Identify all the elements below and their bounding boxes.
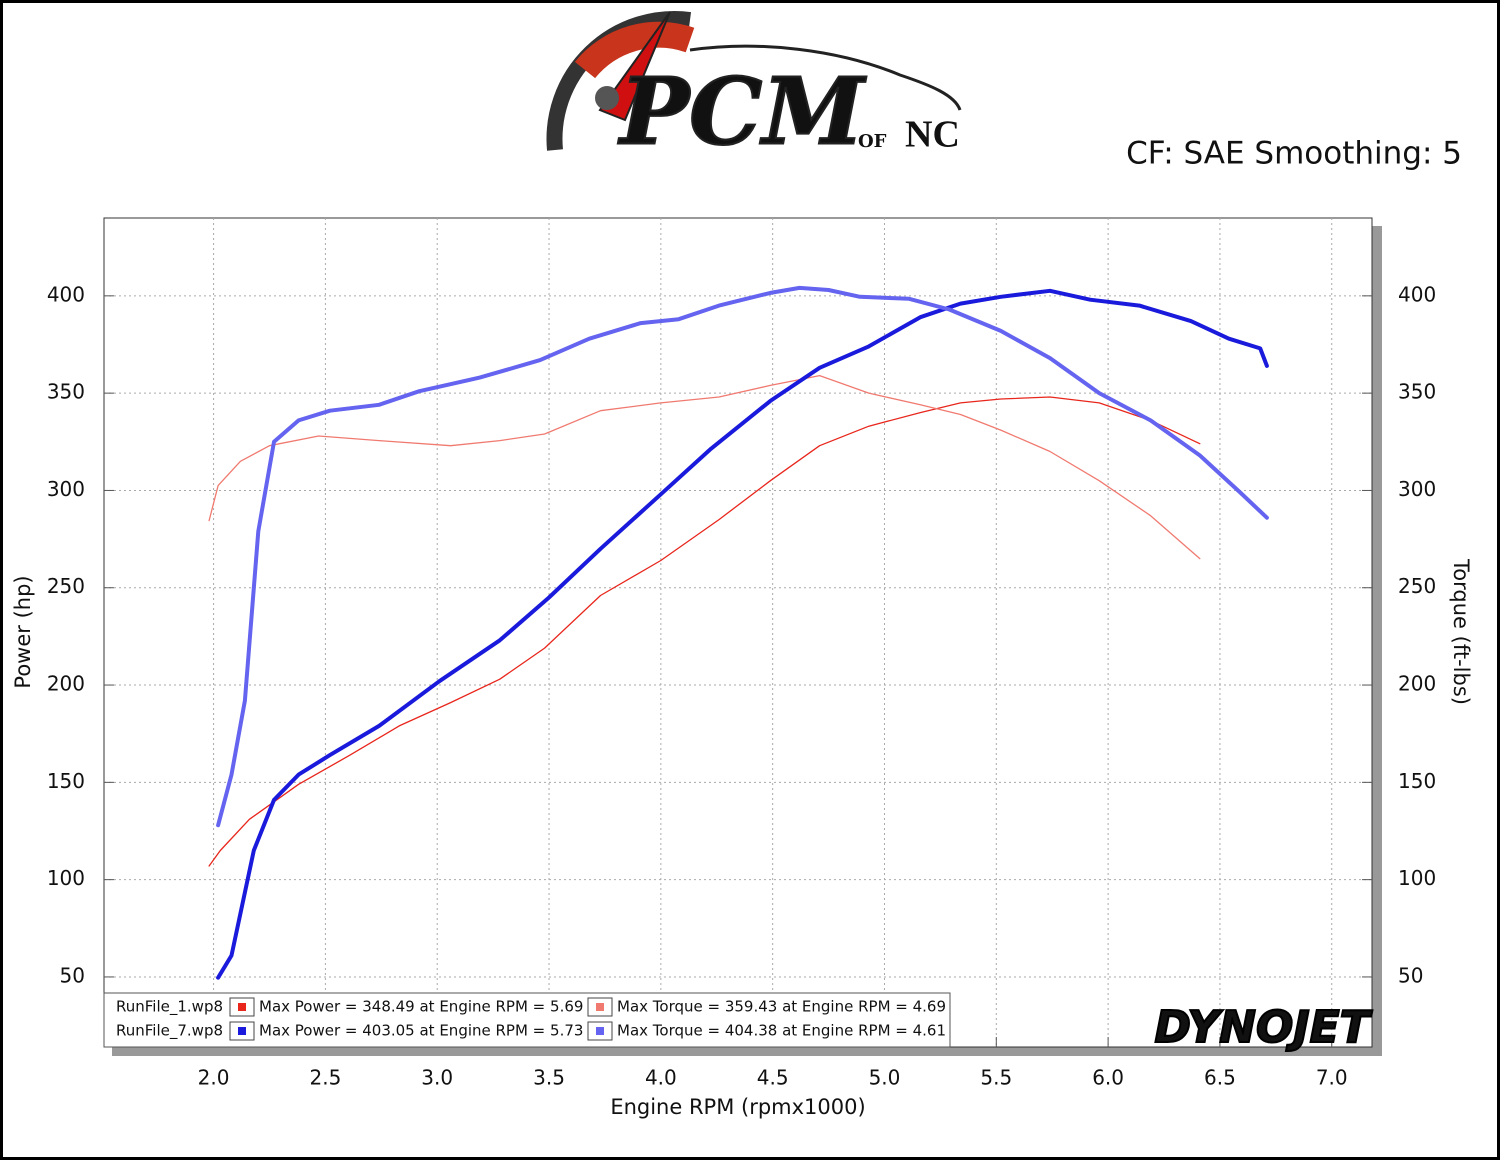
y-tick-label: 400 xyxy=(47,282,85,306)
series-line xyxy=(208,374,1201,560)
plot-area xyxy=(103,217,1373,1048)
y2-tick-label: 100 xyxy=(1398,866,1436,890)
x-tick-label: 6.5 xyxy=(1204,1066,1236,1090)
x-tick-label: 5.5 xyxy=(980,1066,1012,1090)
x-tick-label: 2.0 xyxy=(198,1066,230,1090)
series-line xyxy=(216,285,1269,828)
logo-region: NC xyxy=(905,114,960,156)
y-tick-label: 150 xyxy=(47,769,85,793)
logo-joiner: OF xyxy=(858,131,887,152)
legend-label: Max Torque = 359.43 at Engine RPM = 4.69 xyxy=(617,998,946,1016)
y2-tick-label: 350 xyxy=(1398,380,1436,404)
subtitle: CF: SAE Smoothing: 5 xyxy=(1126,136,1462,172)
legend-marker xyxy=(596,1027,604,1035)
lines xyxy=(208,285,1269,980)
y-tick-label: 300 xyxy=(47,477,85,501)
legend-label: Max Power = 403.05 at Engine RPM = 5.73 xyxy=(259,1022,583,1040)
x-tick-label: 2.5 xyxy=(309,1066,341,1090)
y-tick-label: 100 xyxy=(47,866,85,890)
y2-tick-label: 150 xyxy=(1398,769,1436,793)
y-tick-label: 200 xyxy=(47,672,85,696)
logo-brand: PCM xyxy=(617,58,867,166)
legend-marker xyxy=(238,1027,246,1035)
x-tick-label: 4.5 xyxy=(757,1066,789,1090)
y-tick-label: 250 xyxy=(47,574,85,598)
x-axis-label: Engine RPM (rpmx1000) xyxy=(610,1095,865,1119)
series-line xyxy=(216,288,1269,980)
grid xyxy=(104,218,1372,1047)
y2-tick-label: 250 xyxy=(1398,574,1436,598)
x-tick-label: 6.0 xyxy=(1092,1066,1124,1090)
legend-run: RunFile_7.wp8 xyxy=(116,1022,223,1041)
y-axis-label: Power (hp) xyxy=(11,575,35,688)
legend-marker xyxy=(596,1003,604,1011)
y2-tick-label: 400 xyxy=(1398,282,1436,306)
x-tick-label: 5.0 xyxy=(869,1066,901,1090)
x-tick-label: 3.5 xyxy=(533,1066,565,1090)
brand-mark: DYNOJET xyxy=(1155,1002,1373,1053)
series-line xyxy=(208,396,1201,867)
logo: PCM OF NC xyxy=(546,11,962,167)
legend-marker xyxy=(238,1003,246,1011)
y2-tick-label: 50 xyxy=(1398,963,1423,987)
y2-tick-label: 300 xyxy=(1398,477,1436,501)
x-tick-label: 4.0 xyxy=(645,1066,677,1090)
y2-tick-label: 200 xyxy=(1398,672,1436,696)
x-tick-label: 3.0 xyxy=(421,1066,453,1090)
legend-label: Max Torque = 404.38 at Engine RPM = 4.61 xyxy=(617,1022,946,1040)
legend-label: Max Power = 348.49 at Engine RPM = 5.69 xyxy=(259,998,583,1016)
legend: RunFile_1.wp8 RunFile_7.wp8 Max Power = 34… xyxy=(116,997,946,1041)
y-tick-label: 50 xyxy=(60,963,85,987)
x-tick-label: 7.0 xyxy=(1316,1066,1348,1090)
legend-run: RunFile_1.wp8 xyxy=(116,998,223,1017)
y2-axis-label: Torque (ft-lbs) xyxy=(1449,558,1473,705)
y-tick-label: 350 xyxy=(47,380,85,404)
